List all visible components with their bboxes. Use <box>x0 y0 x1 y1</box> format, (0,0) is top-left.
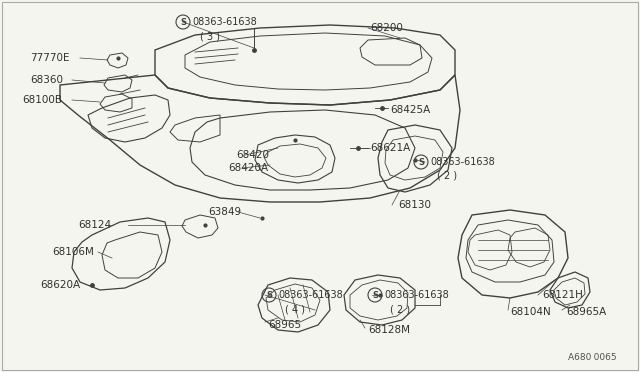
Text: 68620A: 68620A <box>40 280 80 290</box>
Text: 68425A: 68425A <box>390 105 430 115</box>
Text: 68965: 68965 <box>268 320 301 330</box>
Text: 68621A: 68621A <box>370 143 410 153</box>
Text: ( 2 ): ( 2 ) <box>437 170 457 180</box>
Text: 08363-61638: 08363-61638 <box>384 290 449 300</box>
Text: 68200: 68200 <box>370 23 403 33</box>
Text: ( 4 ): ( 4 ) <box>285 305 305 315</box>
Text: 68360: 68360 <box>30 75 63 85</box>
Text: 63849: 63849 <box>208 207 241 217</box>
Text: ( 3 ): ( 3 ) <box>200 31 220 41</box>
Text: S: S <box>372 291 378 299</box>
Text: ( 2 ): ( 2 ) <box>390 305 410 315</box>
Text: 68104N: 68104N <box>510 307 551 317</box>
Text: S: S <box>180 17 186 26</box>
Text: 68128M: 68128M <box>368 325 410 335</box>
Text: 68106M: 68106M <box>52 247 94 257</box>
Text: 68965A: 68965A <box>566 307 606 317</box>
Text: 68130: 68130 <box>398 200 431 210</box>
Text: 68420A: 68420A <box>228 163 268 173</box>
Text: 08363-61638: 08363-61638 <box>278 290 343 300</box>
Text: 68124: 68124 <box>78 220 111 230</box>
Text: 08363-61638: 08363-61638 <box>192 17 257 27</box>
Text: 68100B: 68100B <box>22 95 62 105</box>
Text: 08363-61638: 08363-61638 <box>430 157 495 167</box>
Text: 68420: 68420 <box>236 150 269 160</box>
Text: 77770E: 77770E <box>30 53 70 63</box>
Text: S: S <box>266 291 272 299</box>
Text: 68121H: 68121H <box>542 290 583 300</box>
Text: S: S <box>418 157 424 167</box>
Text: A680 0065: A680 0065 <box>568 353 616 362</box>
